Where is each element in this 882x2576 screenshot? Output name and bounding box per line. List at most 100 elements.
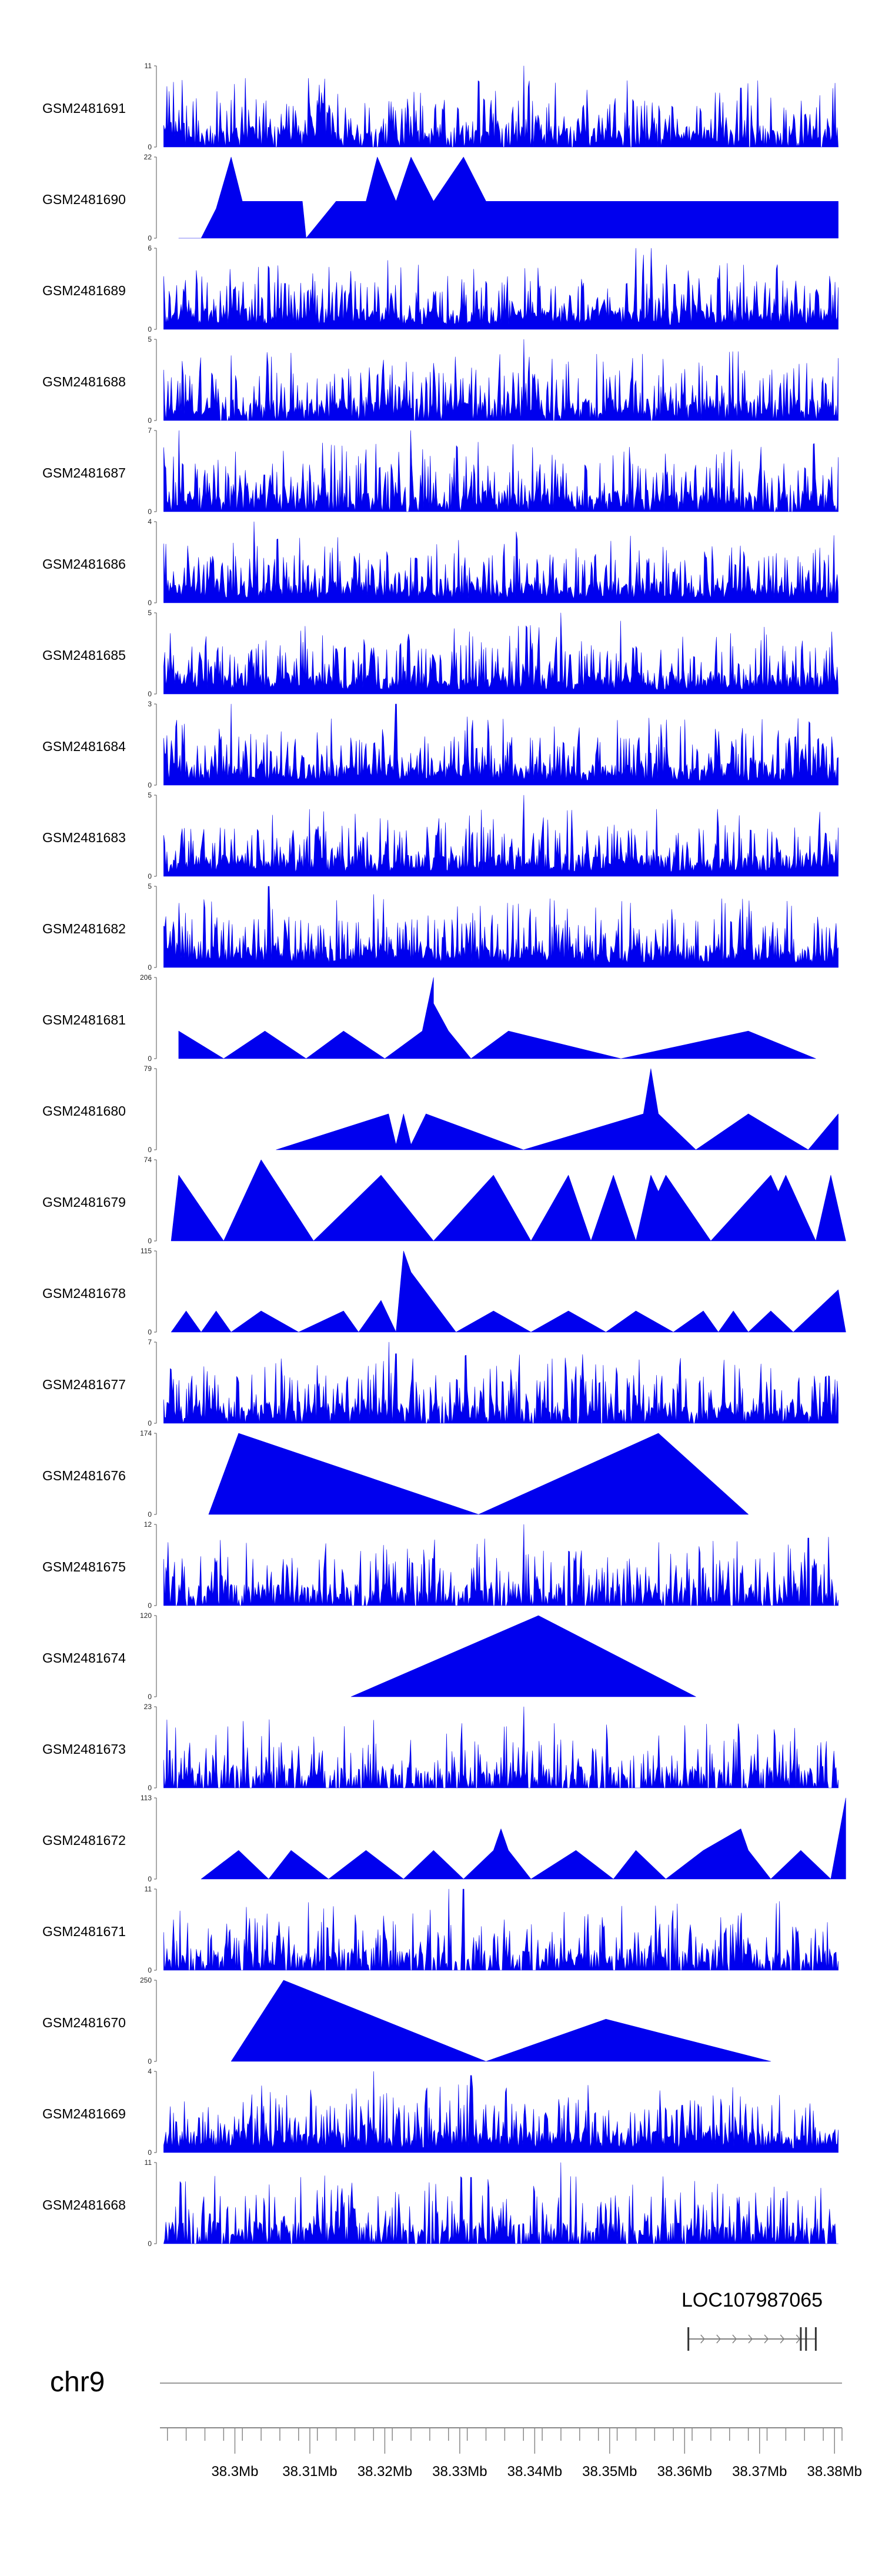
y-tick-label-max: 7 <box>148 1338 152 1346</box>
x-tick-label: 38.31Mb <box>282 2464 337 2480</box>
y-tick-label-min: 0 <box>148 1875 152 1883</box>
track-GSM2481688: GSM2481688 5 0 <box>42 335 838 425</box>
strand-arrow-icon <box>732 2334 737 2344</box>
track-label: GSM2481681 <box>42 1012 126 1027</box>
gene-model <box>687 2327 817 2351</box>
signal-area <box>276 1068 838 1150</box>
track-label: GSM2481668 <box>42 2197 126 2213</box>
strand-arrow-icon <box>780 2334 785 2344</box>
y-tick-label-max: 120 <box>140 1611 152 1620</box>
track-GSM2481680: GSM2481680 79 0 <box>42 1065 838 1154</box>
y-tick-label-min: 0 <box>148 1055 152 1063</box>
y-tick-label-min: 0 <box>148 599 152 607</box>
track-label: GSM2481682 <box>42 921 126 936</box>
signal-area <box>230 1980 771 2062</box>
genome-axis: chr9 38.3Mb 38.31Mb 38.32Mb 38.33Mb 38.34Mb 3… <box>50 2367 862 2480</box>
y-tick-label-min: 0 <box>148 1419 152 1427</box>
signal-area <box>163 795 838 877</box>
y-tick-label-max: 7 <box>148 426 152 435</box>
y-tick-label-min: 0 <box>148 872 152 880</box>
y-tick-label-min: 0 <box>148 1784 152 1792</box>
y-tick-label-min: 0 <box>148 1237 152 1245</box>
y-tick-label-max: 115 <box>141 1247 152 1255</box>
track-GSM2481687: GSM2481687 7 0 <box>42 426 838 516</box>
y-tick-label-min: 0 <box>148 1693 152 1701</box>
track-GSM2481672: GSM2481672 113 0 <box>42 1794 846 1883</box>
y-tick-label-max: 23 <box>144 1703 152 1711</box>
track-label: GSM2481672 <box>42 1833 126 1848</box>
track-GSM2481673: GSM2481673 23 0 <box>42 1703 838 1792</box>
track-GSM2481671: GSM2481671 11 0 <box>42 1885 838 1974</box>
x-tick-label: 38.36Mb <box>657 2464 712 2480</box>
strand-arrow-icon <box>764 2334 769 2344</box>
gene-name-label: LOC107987065 <box>681 2289 823 2311</box>
y-tick-label-min: 0 <box>148 2240 152 2248</box>
x-axis: 38.3Mb 38.31Mb 38.32Mb 38.33Mb 38.34Mb 38.35M… <box>160 2427 862 2480</box>
y-tick-label-max: 5 <box>148 882 152 890</box>
track-GSM2481677: GSM2481677 7 0 <box>42 1338 838 1427</box>
track-GSM2481670: GSM2481670 250 0 <box>42 1976 771 2066</box>
x-tick-label: 38.34Mb <box>507 2464 562 2480</box>
y-tick-label-min: 0 <box>148 508 152 516</box>
track-label: GSM2481688 <box>42 374 126 389</box>
signal-area <box>163 521 838 603</box>
signal-area <box>178 977 816 1059</box>
y-tick-label-max: 4 <box>148 518 152 526</box>
track-GSM2481674: GSM2481674 120 0 <box>42 1611 696 1701</box>
track-label: GSM2481678 <box>42 1286 126 1301</box>
y-tick-label-max: 206 <box>140 973 152 982</box>
y-tick-label-max: 250 <box>140 1976 152 1984</box>
y-tick-label-max: 5 <box>148 791 152 799</box>
y-tick-label-max: 174 <box>140 1429 152 1437</box>
track-GSM2481685: GSM2481685 5 0 <box>42 609 838 698</box>
y-tick-label-min: 0 <box>148 781 152 789</box>
x-tick-label: 38.35Mb <box>582 2464 637 2480</box>
y-tick-label-min: 0 <box>148 1328 152 1336</box>
signal-area <box>208 1433 749 1515</box>
signal-tracks: GSM2481691110GSM2481690220GSM248168960GS… <box>42 62 846 2248</box>
signal-area <box>163 1342 838 1424</box>
signal-area <box>163 430 838 512</box>
track-label: GSM2481683 <box>42 830 126 845</box>
y-tick-label-max: 11 <box>145 62 152 70</box>
track-label: GSM2481685 <box>42 648 126 663</box>
y-tick-label-min: 0 <box>148 2057 152 2066</box>
track-GSM2481690: GSM2481690 22 0 <box>42 153 838 242</box>
track-label: GSM2481684 <box>42 739 126 754</box>
y-tick-label-max: 4 <box>148 2067 152 2076</box>
x-tick-label: 38.33Mb <box>432 2464 487 2480</box>
track-label: GSM2481669 <box>42 2106 126 2121</box>
track-GSM2481682: GSM2481682 5 0 <box>42 882 838 972</box>
signal-area <box>163 1706 838 1788</box>
x-tick-label: 38.32Mb <box>358 2464 412 2480</box>
track-label: GSM2481676 <box>42 1468 126 1483</box>
y-tick-label-min: 0 <box>148 1510 152 1519</box>
signal-area <box>178 156 838 239</box>
chromosome-label: chr9 <box>50 2367 105 2398</box>
track-GSM2481669: GSM2481669 4 0 <box>42 2067 838 2157</box>
track-GSM2481681: GSM2481681 206 0 <box>42 973 816 1063</box>
y-tick-label-min: 0 <box>148 1966 152 1974</box>
y-tick-label-min: 0 <box>148 234 152 242</box>
y-tick-label-max: 11 <box>145 2158 152 2167</box>
track-GSM2481686: GSM2481686 4 0 <box>42 518 838 607</box>
track-label: GSM2481673 <box>42 1741 126 1757</box>
gene-annotation-track: LOC107987065 <box>681 2289 823 2351</box>
y-tick-label-min: 0 <box>148 1601 152 1610</box>
track-GSM2481678: GSM2481678 115 0 <box>42 1247 846 1336</box>
track-GSM2481676: GSM2481676 174 0 <box>42 1429 749 1519</box>
y-tick-label-max: 22 <box>144 153 152 161</box>
signal-area <box>163 339 838 421</box>
track-label: GSM2481686 <box>42 556 126 572</box>
y-tick-label-min: 0 <box>148 963 152 972</box>
x-tick-label: 38.37Mb <box>732 2464 787 2480</box>
signal-area <box>163 2071 838 2153</box>
y-tick-label-min: 0 <box>148 690 152 698</box>
signal-area <box>350 1615 696 1697</box>
y-tick-label-max: 5 <box>148 609 152 617</box>
y-tick-label-max: 3 <box>148 700 152 708</box>
track-GSM2481684: GSM2481684 3 0 <box>42 700 838 789</box>
x-tick-label: 38.38Mb <box>807 2464 862 2480</box>
track-label: GSM2481677 <box>42 1377 126 1392</box>
